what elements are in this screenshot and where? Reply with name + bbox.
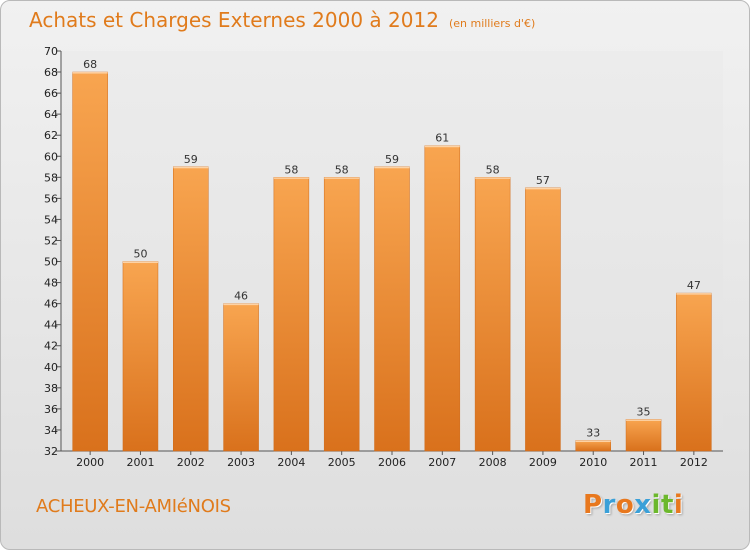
x-tick-label-2008: 2008 <box>479 456 507 469</box>
bar-highlight-2010 <box>575 440 611 442</box>
data-label-2008: 58 <box>486 163 500 176</box>
x-tick-label-2011: 2011 <box>630 456 658 469</box>
bar-2004 <box>273 177 310 452</box>
bar-highlight-2001 <box>122 261 158 264</box>
y-tick-label: 36 <box>44 403 58 416</box>
brand-letter: o <box>615 490 635 520</box>
brand-letter: x <box>634 490 652 520</box>
bar-2011 <box>625 419 662 452</box>
y-tick-label: 44 <box>44 319 58 332</box>
x-tick-label-2006: 2006 <box>378 456 406 469</box>
bar-2005 <box>323 177 360 452</box>
brand-letter: r <box>602 490 616 520</box>
x-tick-label-2010: 2010 <box>579 456 607 469</box>
x-tick-label-2000: 2000 <box>76 456 104 469</box>
bar-2009 <box>525 187 561 452</box>
brand-logo: Proxiti <box>583 490 683 520</box>
y-tick-label: 34 <box>44 424 58 437</box>
brand-letter: P <box>583 490 603 520</box>
data-label-2011: 35 <box>637 405 651 418</box>
y-tick-label: 64 <box>44 108 58 121</box>
place-name: ACHEUX-EN-AMIéNOIS <box>36 496 231 517</box>
bar-highlight-2007 <box>424 145 460 148</box>
bar-highlight-2005 <box>324 177 360 179</box>
bars <box>72 71 712 452</box>
y-tick-label: 32 <box>44 445 58 458</box>
data-label-2001: 50 <box>133 248 147 261</box>
bar-2012 <box>676 292 712 452</box>
x-tick-label-2002: 2002 <box>177 456 205 469</box>
y-tick-label: 58 <box>44 171 58 184</box>
x-tick-label-2012: 2012 <box>680 456 708 469</box>
x-tick-label-2009: 2009 <box>529 456 557 469</box>
bar-2001 <box>122 261 159 452</box>
brand-letter: t <box>660 490 674 520</box>
y-tick-label: 70 <box>44 45 58 58</box>
brand-letter: i <box>651 490 661 520</box>
x-axis: 2000 2001 2002 2003 2004 2005 2006 2007 2008 2009… <box>61 450 723 469</box>
y-tick-label: 68 <box>44 66 58 79</box>
bar-2007 <box>424 145 461 452</box>
data-label-2004: 58 <box>284 163 298 176</box>
data-label-2003: 46 <box>234 290 248 303</box>
x-tick-label-2001: 2001 <box>126 456 154 469</box>
y-tick-label: 52 <box>44 234 58 247</box>
x-tick-label-2004: 2004 <box>277 456 305 469</box>
x-tick-label-2005: 2005 <box>328 456 356 469</box>
y-tick-label: 54 <box>44 213 58 226</box>
bar-highlight-2012 <box>676 293 712 295</box>
y-tick-label: 60 <box>44 150 58 163</box>
x-tick-label-2007: 2007 <box>428 456 456 469</box>
data-label-2007: 61 <box>435 132 449 145</box>
bar-2010 <box>575 440 611 452</box>
y-tick-label: 38 <box>44 382 58 395</box>
data-label-2000: 68 <box>83 58 97 71</box>
bar-highlight-2003 <box>223 303 259 306</box>
bar-highlight-2004 <box>273 177 309 179</box>
bar-highlight-2000 <box>72 72 108 74</box>
y-tick-label: 62 <box>44 129 58 142</box>
y-tick-label: 46 <box>44 298 58 311</box>
data-label-2006: 59 <box>385 153 399 166</box>
bar-2002 <box>173 166 209 452</box>
y-tick-label: 48 <box>44 277 58 290</box>
data-label-2012: 47 <box>687 279 701 292</box>
bar-highlight-2011 <box>626 419 662 421</box>
y-tick-label: 42 <box>44 340 58 353</box>
bar-2003 <box>223 303 259 452</box>
data-labels: 68 50 59 46 58 58 59 61 58 57 33 35 47 <box>83 58 701 439</box>
x-tick-label-2003: 2003 <box>227 456 255 469</box>
y-tick-label: 66 <box>44 87 58 100</box>
data-label-2010: 33 <box>586 426 600 439</box>
bar-highlight-2008 <box>475 177 511 179</box>
bar-highlight-2002 <box>173 166 209 169</box>
bar-2008 <box>474 177 511 452</box>
data-label-2002: 59 <box>184 153 198 166</box>
bar-2006 <box>374 166 410 452</box>
bar-highlight-2009 <box>525 187 561 190</box>
y-tick-label: 40 <box>44 361 58 374</box>
y-tick-label: 56 <box>44 192 58 205</box>
data-label-2005: 58 <box>335 163 349 176</box>
data-label-2009: 57 <box>536 174 550 187</box>
chart-subtitle: (en milliers d'€) <box>448 17 536 30</box>
bar-2000 <box>72 71 108 452</box>
y-tick-label: 50 <box>44 256 58 269</box>
brand-letter: i <box>673 490 684 520</box>
chart-title: Achats et Charges Externes 2000 à 2012 <box>29 8 439 32</box>
y-axis: 32 34 36 38 40 42 44 46 48 50 52 54 56 58 60 62 64 66 68 70 <box>44 45 62 458</box>
title-row: Achats et Charges Externes 2000 à 2012 (e… <box>29 8 535 32</box>
bar-highlight-2006 <box>374 166 410 169</box>
